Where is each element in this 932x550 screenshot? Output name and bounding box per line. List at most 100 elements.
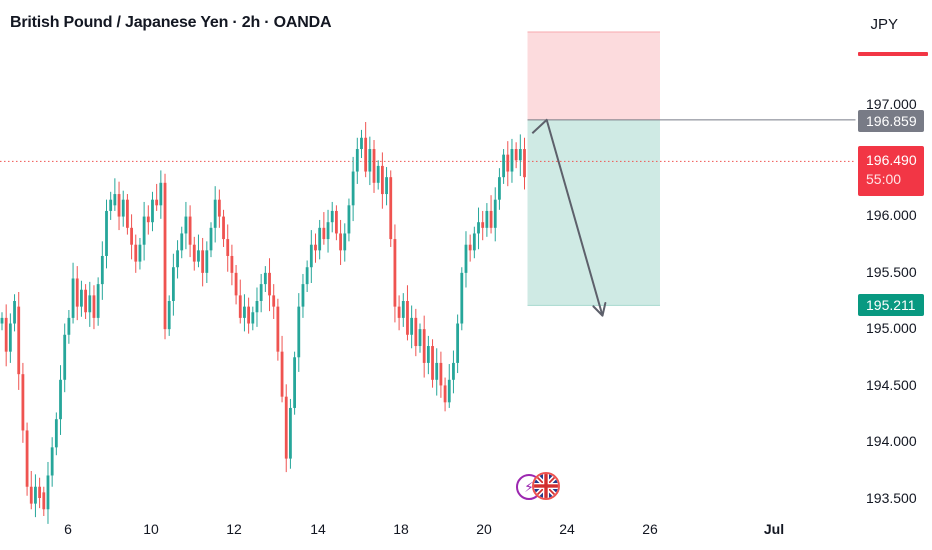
- candle[interactable]: [410, 305, 414, 349]
- candle[interactable]: [251, 306, 255, 331]
- candle[interactable]: [343, 223, 347, 262]
- candle[interactable]: [376, 160, 380, 190]
- candle[interactable]: [84, 284, 87, 320]
- candle[interactable]: [151, 191, 154, 232]
- candle[interactable]: [134, 234, 138, 273]
- candle[interactable]: [443, 377, 447, 412]
- candle[interactable]: [389, 170, 393, 247]
- candle[interactable]: [188, 205, 192, 258]
- candle[interactable]: [385, 167, 388, 206]
- candle[interactable]: [163, 173, 167, 340]
- candle[interactable]: [38, 477, 42, 509]
- candle[interactable]: [360, 129, 363, 159]
- candle[interactable]: [17, 291, 21, 390]
- candle[interactable]: [130, 214, 133, 260]
- candle[interactable]: [117, 181, 121, 231]
- candle[interactable]: [276, 298, 280, 361]
- projection-arrow[interactable]: [531, 118, 604, 316]
- candle[interactable]: [50, 437, 54, 487]
- candle[interactable]: [4, 304, 8, 367]
- candle[interactable]: [13, 294, 16, 332]
- candle[interactable]: [75, 266, 79, 321]
- candle[interactable]: [8, 313, 12, 363]
- candle[interactable]: [146, 205, 150, 235]
- candle[interactable]: [184, 201, 188, 250]
- candle[interactable]: [138, 237, 142, 270]
- candle[interactable]: [456, 314, 460, 374]
- candle[interactable]: [289, 398, 292, 469]
- candle[interactable]: [126, 194, 129, 235]
- candle[interactable]: [439, 351, 443, 398]
- candle[interactable]: [309, 230, 313, 283]
- candle[interactable]: [88, 281, 92, 327]
- candle[interactable]: [326, 209, 330, 253]
- candle[interactable]: [351, 156, 355, 222]
- candle[interactable]: [113, 178, 117, 211]
- candle[interactable]: [247, 297, 251, 334]
- candle[interactable]: [268, 258, 271, 312]
- candle[interactable]: [155, 183, 159, 211]
- candle[interactable]: [293, 351, 296, 415]
- candle[interactable]: [63, 323, 67, 393]
- stop-loss-zone[interactable]: [527, 31, 661, 120]
- candle[interactable]: [468, 234, 472, 262]
- candle[interactable]: [339, 219, 342, 265]
- candle[interactable]: [96, 277, 100, 326]
- candle[interactable]: [0, 312, 4, 331]
- candle[interactable]: [176, 240, 179, 279]
- candle[interactable]: [518, 134, 522, 177]
- candle[interactable]: [243, 294, 246, 332]
- candle[interactable]: [71, 262, 75, 324]
- candle[interactable]: [59, 365, 62, 435]
- candle[interactable]: [280, 335, 284, 403]
- candle[interactable]: [80, 280, 83, 317]
- candle[interactable]: [301, 273, 305, 318]
- candle[interactable]: [510, 138, 514, 183]
- candle[interactable]: [347, 198, 351, 242]
- candle[interactable]: [238, 279, 242, 324]
- candle[interactable]: [431, 339, 434, 388]
- candle[interactable]: [42, 486, 46, 517]
- candle[interactable]: [205, 241, 209, 283]
- candle[interactable]: [355, 137, 359, 184]
- candle[interactable]: [489, 195, 493, 234]
- candle[interactable]: [121, 190, 125, 227]
- candle[interactable]: [272, 284, 276, 320]
- candle[interactable]: [259, 273, 263, 313]
- candle[interactable]: [263, 266, 267, 292]
- candle[interactable]: [284, 384, 288, 473]
- candle[interactable]: [414, 308, 418, 357]
- candle[interactable]: [230, 244, 234, 286]
- candle[interactable]: [192, 236, 196, 271]
- candle[interactable]: [167, 295, 171, 336]
- candle[interactable]: [485, 203, 489, 237]
- candle[interactable]: [92, 285, 96, 330]
- candle[interactable]: [406, 285, 409, 341]
- candle[interactable]: [514, 142, 518, 169]
- candle[interactable]: [213, 186, 217, 243]
- candle[interactable]: [397, 295, 401, 331]
- candle[interactable]: [209, 222, 213, 258]
- candle[interactable]: [502, 149, 505, 184]
- candle[interactable]: [297, 293, 301, 372]
- candle[interactable]: [506, 141, 510, 187]
- candle[interactable]: [493, 187, 497, 242]
- take-profit-zone[interactable]: [527, 119, 661, 306]
- candle[interactable]: [54, 412, 58, 456]
- candle[interactable]: [171, 253, 175, 316]
- candle[interactable]: [368, 136, 372, 186]
- candle[interactable]: [142, 201, 146, 261]
- candle[interactable]: [318, 219, 322, 260]
- candle[interactable]: [477, 207, 480, 250]
- candle[interactable]: [481, 210, 485, 241]
- candle[interactable]: [464, 231, 468, 288]
- candle[interactable]: [159, 170, 163, 219]
- candle[interactable]: [523, 137, 526, 190]
- candle[interactable]: [330, 201, 334, 233]
- candle[interactable]: [426, 335, 430, 375]
- candle[interactable]: [226, 224, 230, 272]
- candle[interactable]: [335, 205, 338, 241]
- candle[interactable]: [322, 212, 326, 245]
- candle[interactable]: [447, 364, 451, 408]
- candle[interactable]: [452, 350, 455, 394]
